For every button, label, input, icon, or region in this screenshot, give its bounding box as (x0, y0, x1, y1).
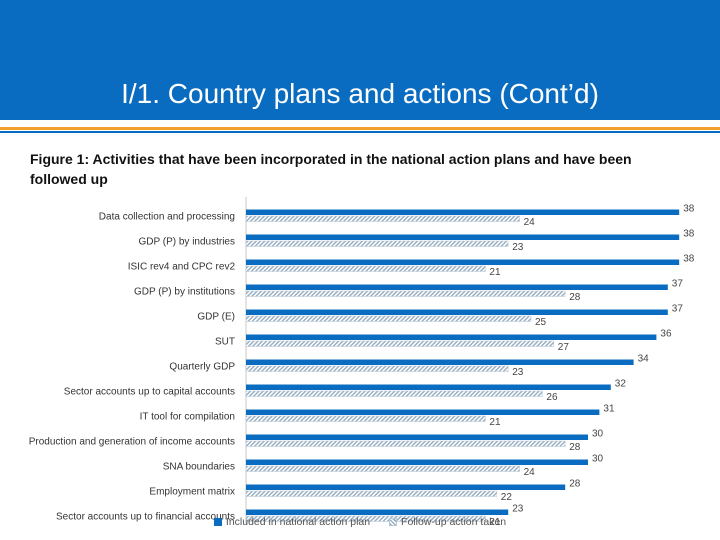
bar-followup (245, 215, 520, 222)
data-label-followup: 22 (501, 492, 513, 503)
bar-followup (245, 315, 532, 322)
bar-followup (245, 390, 543, 397)
bar-followup (245, 440, 566, 447)
bar-included (246, 234, 680, 240)
legend-item-included: Included in national action plan (213, 516, 371, 528)
legend-item-followup: Follow-up action taken (389, 516, 506, 528)
legend-label-included: Included in national action plan (225, 516, 371, 528)
category-label: GDP (P) by industries (138, 237, 235, 248)
category-label: GDP (P) by institutions (134, 287, 235, 298)
bar-included (246, 409, 600, 415)
data-label-included: 30 (592, 429, 604, 440)
category-label: Sector accounts up to capital accounts (64, 387, 235, 398)
category-label: IT tool for compilation (140, 412, 235, 423)
data-label-included: 32 (615, 379, 627, 390)
legend-swatch-followup (389, 518, 398, 526)
data-label-included: 37 (672, 304, 684, 315)
category-label: Production and generation of income acco… (29, 437, 235, 448)
category-label: Quarterly GDP (169, 362, 235, 373)
bar-followup (245, 365, 509, 372)
data-label-included: 36 (660, 329, 672, 340)
category-label: ISIC rev4 and CPC rev2 (128, 262, 236, 273)
title-banner (0, 0, 720, 120)
data-label-followup: 26 (546, 392, 558, 403)
blue-divider (0, 131, 720, 133)
data-label-followup: 28 (569, 442, 581, 453)
bar-included (246, 259, 680, 265)
data-label-followup: 21 (489, 267, 501, 278)
bar-followup (245, 490, 498, 497)
category-label: GDP (E) (197, 312, 235, 323)
data-label-included: 28 (569, 479, 581, 490)
category-label: SNA boundaries (163, 462, 235, 473)
bar-included (246, 334, 657, 340)
category-label: Data collection and processing (99, 212, 235, 223)
bar-followup (245, 265, 486, 272)
bar-followup (245, 290, 566, 297)
bar-included (246, 509, 509, 515)
data-label-followup: 23 (512, 242, 524, 253)
category-label: Employment matrix (149, 487, 235, 498)
bar-included (246, 434, 588, 440)
bar-followup (245, 415, 486, 422)
page-title: I/1. Country plans and actions (Cont’d) (121, 78, 599, 109)
bar-included (246, 384, 611, 390)
bar-included (246, 309, 668, 315)
bar-included (246, 484, 566, 490)
bar-included (246, 459, 588, 465)
data-label-followup: 21 (489, 417, 501, 428)
chart-legend: Included in national action plan Follow-… (0, 516, 720, 528)
data-label-included: 38 (683, 229, 695, 240)
legend-label-followup: Follow-up action taken (401, 516, 507, 528)
bar-chart: Data collection and processing 38 24 GDP (P… (29, 197, 695, 525)
data-label-included: 37 (672, 279, 684, 290)
legend-swatch-included (213, 518, 222, 526)
data-label-followup: 23 (512, 367, 524, 378)
data-label-included: 34 (638, 354, 650, 365)
bar-followup (245, 515, 486, 522)
data-label-followup: 21 (489, 517, 501, 525)
data-label-included: 38 (683, 254, 695, 265)
data-label-included: 38 (683, 204, 695, 215)
data-label-followup: 24 (524, 467, 536, 478)
bar-followup (245, 240, 509, 247)
bar-followup (245, 340, 555, 347)
data-label-followup: 27 (558, 342, 570, 353)
orange-divider (0, 127, 720, 130)
category-label: SUT (215, 337, 235, 348)
data-label-included: 31 (603, 404, 615, 415)
figure-caption: Figure 1: Activities that have been inco… (30, 151, 632, 187)
bar-included (246, 359, 634, 365)
bar-followup (245, 465, 520, 472)
data-label-included: 23 (512, 504, 524, 515)
data-label-followup: 28 (569, 292, 581, 303)
category-label: Sector accounts up to financial accounts (56, 512, 235, 523)
data-label-followup: 24 (524, 217, 536, 228)
bar-included (246, 209, 680, 215)
bar-included (246, 284, 668, 290)
data-label-followup: 25 (535, 317, 547, 328)
data-label-included: 30 (592, 454, 604, 465)
